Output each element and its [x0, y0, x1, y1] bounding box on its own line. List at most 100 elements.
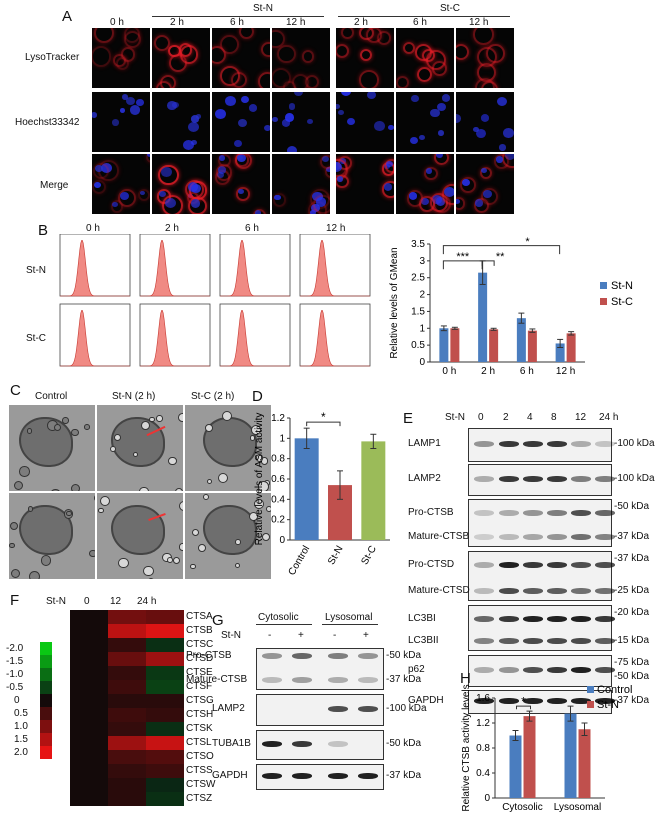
- x-tick-label: Lysosomal: [554, 802, 601, 813]
- panel-a-time-4: 2 h: [354, 17, 368, 28]
- heatmap-cell: [146, 624, 184, 638]
- blot-band: [523, 616, 543, 622]
- blot-band: [523, 698, 543, 704]
- vesicle: [99, 495, 110, 506]
- nucleus-spot: [188, 121, 200, 132]
- vesicle: [207, 479, 213, 485]
- lyso-spot: [153, 35, 170, 52]
- nucleus-spot: [410, 136, 419, 145]
- nucleus-spot: [442, 94, 451, 102]
- micrograph-tile: [272, 154, 330, 214]
- micrograph-tile: [92, 28, 150, 88]
- blot-band: [499, 476, 519, 482]
- blot-band: [547, 562, 567, 568]
- nucleus-spot: [264, 124, 270, 132]
- nucleus-spot: [496, 156, 504, 163]
- blot-band: [474, 441, 494, 447]
- nucleus-spot: [481, 167, 488, 174]
- lyso-spot: [138, 189, 150, 202]
- vesicle: [98, 507, 104, 514]
- vesicle: [235, 563, 241, 569]
- legend-swatch: [587, 701, 594, 708]
- nucleus-spot: [387, 124, 394, 131]
- vesicle: [190, 563, 197, 570]
- blot-band: [328, 741, 348, 747]
- lyso-spot: [336, 174, 349, 188]
- blot-band: [358, 773, 378, 779]
- y-tick-label: 0.4: [476, 768, 490, 779]
- lyso-spot: [235, 154, 249, 167]
- heatmap-row-label: CTSE: [186, 667, 213, 678]
- heatmap-cell: [146, 610, 184, 624]
- y-tick-label: 0.6: [271, 474, 285, 485]
- tem-tile: [96, 404, 184, 492]
- heatmap-cell: [70, 778, 108, 792]
- scale-label: -1.5: [6, 656, 24, 667]
- y-tick-label: 2: [419, 290, 425, 301]
- lyso-spot: [406, 189, 424, 207]
- blot-marker-label: -100 kDa: [614, 473, 655, 484]
- lyso-spot: [426, 49, 447, 70]
- heatmap-row-label: CTSB: [186, 625, 213, 636]
- nucleus-spot: [111, 118, 119, 126]
- blot-band: [571, 441, 591, 447]
- nucleus-spot: [119, 191, 130, 201]
- nucleus-spot: [234, 139, 242, 148]
- blot-band: [474, 616, 494, 622]
- scale-swatch: [40, 746, 52, 759]
- heatmap-row-label: CTSF: [186, 681, 213, 692]
- heatmap-cell: [70, 624, 108, 638]
- heatmap-cell: [108, 764, 146, 778]
- nucleus-spot: [94, 165, 103, 173]
- vesicle: [29, 571, 40, 579]
- heatmap-cell: [146, 708, 184, 722]
- lyso-spot: [320, 154, 330, 169]
- lyso-spot: [158, 164, 179, 185]
- blot-marker-label: -15 kDa: [614, 635, 650, 646]
- vesicle: [253, 498, 265, 510]
- nucleus-spot: [190, 115, 200, 123]
- heatmap-cell: [146, 778, 184, 792]
- nucleus-spot: [432, 195, 442, 205]
- histogram-frame: [219, 234, 291, 297]
- nucleus-spot: [187, 182, 198, 192]
- nucleus-spot: [462, 179, 470, 187]
- x-tick-label: St-N: [326, 544, 346, 567]
- blot-band: [547, 638, 567, 644]
- sig-bracket: [306, 421, 341, 427]
- legend-label: St-C: [611, 296, 633, 308]
- blot-band: [523, 588, 543, 594]
- sig-label: *: [521, 695, 526, 709]
- y-tick-label: 3.5: [411, 239, 425, 250]
- blot-band: [292, 706, 312, 712]
- blot-band: [292, 741, 312, 747]
- blot-band: [571, 667, 591, 673]
- blot-band: [547, 441, 567, 447]
- bar: [516, 318, 526, 362]
- panel-a-row-hoechst: Hoechst33342: [15, 117, 80, 128]
- lyso-spot: [277, 44, 296, 63]
- panel-c-col-control: Control: [35, 391, 68, 402]
- blot-band: [499, 510, 519, 516]
- blot-protein-label: LC3BII: [408, 635, 439, 646]
- sig-bracket: [442, 245, 561, 255]
- vesicle: [234, 539, 241, 546]
- nucleus-spot: [225, 96, 236, 106]
- histogram-peak: [140, 240, 210, 297]
- blot-band: [474, 638, 494, 644]
- vesicle: [177, 412, 183, 422]
- panel-h-label: H: [460, 670, 471, 687]
- panel-g-sign-2: -: [333, 630, 337, 641]
- nucleus-spot: [93, 181, 101, 188]
- panel-a-time-2: 6 h: [230, 17, 244, 28]
- blot-band: [328, 773, 348, 779]
- lyso-spot: [366, 28, 382, 43]
- heatmap-row-label: CTSZ: [186, 793, 213, 804]
- micrograph-tile: [212, 154, 270, 214]
- blot-marker-label: -75 kDa: [614, 657, 650, 668]
- heatmap-cell: [70, 652, 108, 666]
- heatmap-cell: [70, 680, 108, 694]
- lyso-spot: [188, 196, 207, 214]
- lyso-spot: [402, 42, 415, 55]
- tem-tile: [8, 492, 96, 580]
